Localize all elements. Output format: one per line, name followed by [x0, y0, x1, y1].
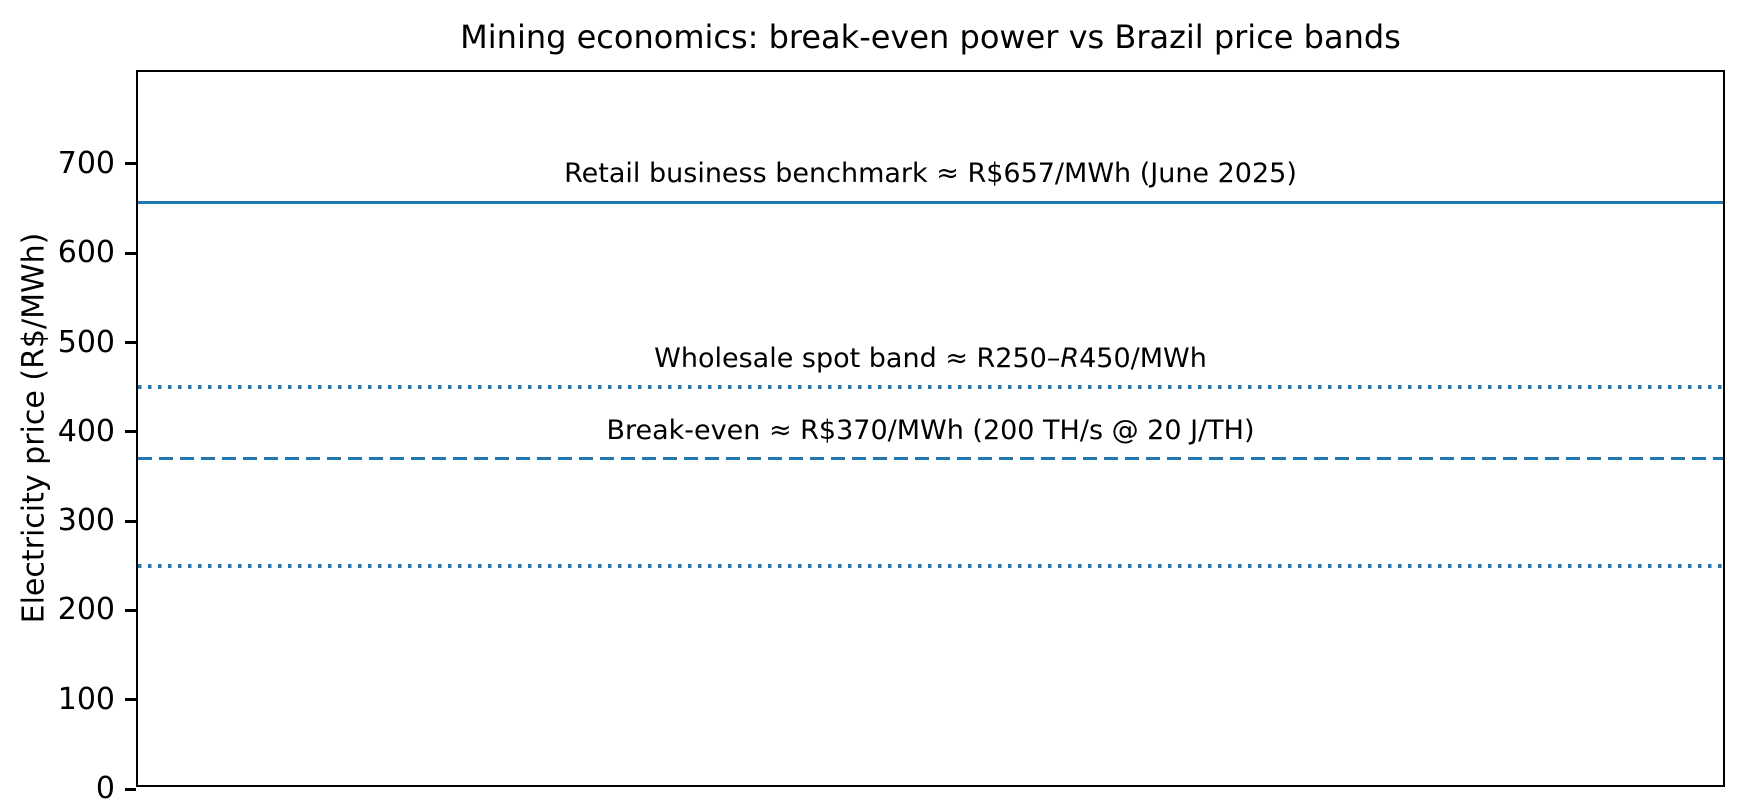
y-tick-label: 100	[57, 681, 115, 717]
y-tick-mark	[125, 251, 136, 255]
y-tick-label: 0	[95, 771, 115, 806]
plot-area: 0 100 200 300 400 500 600 700 Retail business b…	[58, 70, 1725, 804]
y-tick-label: 600	[57, 235, 115, 271]
retail-benchmark-line	[138, 200, 1723, 205]
y-tick-label: 400	[57, 413, 115, 449]
y-tick-mark	[125, 341, 136, 345]
y-tick-label: 200	[57, 592, 115, 628]
y-tick-label: 700	[57, 145, 115, 181]
y-tick-label: 300	[57, 503, 115, 539]
y-tick-mark	[125, 608, 136, 612]
chart-title: Mining economics: break-even power vs Br…	[460, 18, 1401, 56]
annotation-text-segment: 450/MWh	[1079, 343, 1207, 375]
annotation-text-segment: R	[1060, 343, 1080, 375]
y-tick-mark	[125, 698, 136, 702]
wholesale-band-lower-line	[138, 564, 1723, 568]
y-tick-label: 500	[57, 324, 115, 360]
wholesale-band-upper-line	[138, 385, 1723, 389]
y-tick-mark	[125, 430, 136, 434]
break-even-line-annotation: Break-even ≈ R$370/MWh (200 TH/s @ 20 J/…	[138, 415, 1723, 446]
y-tick-mark	[125, 787, 136, 791]
wholesale-band-upper-line-annotation: Wholesale spot band ≈ R250–R450/MWh	[138, 343, 1723, 374]
retail-benchmark-line-annotation: Retail business benchmark ≈ R$657/MWh (J…	[138, 158, 1723, 189]
annotation-text-segment: Retail business benchmark ≈ R$657/MWh (J…	[564, 158, 1297, 190]
y-tick-mark	[125, 519, 136, 523]
y-tick-mark	[125, 162, 136, 166]
break-even-line	[138, 456, 1723, 461]
annotation-text-segment: Wholesale spot band ≈ R250–	[654, 343, 1061, 375]
annotation-text-segment: Break-even ≈ R$370/MWh (200 TH/s @ 20 J/…	[606, 414, 1255, 446]
